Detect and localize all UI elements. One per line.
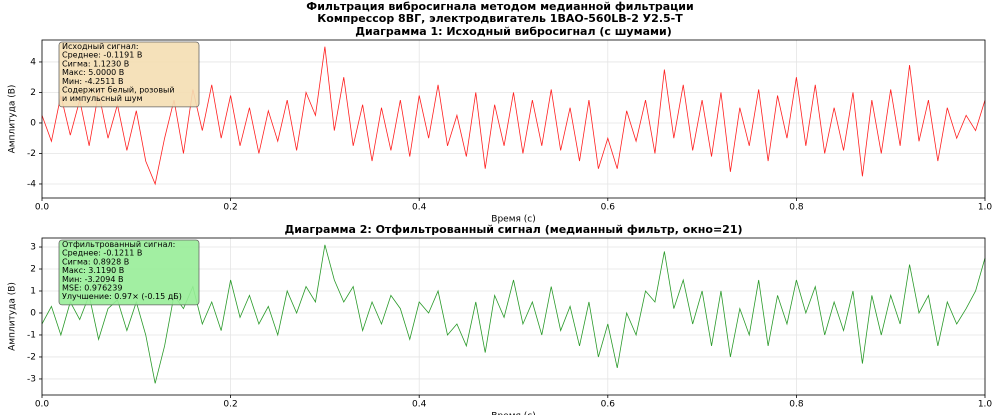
suptitle: Компрессор 8ВГ, электродвигатель 1ВАО-56… [317,12,683,25]
annotation-bg [58,41,200,108]
y-tick-label: -2 [27,352,36,362]
y-tick-label: 4 [30,57,36,67]
y-tick-label: 2 [30,88,36,98]
annotation-line: Мин: -4.2511 В [62,77,123,86]
plot-frame [41,39,986,199]
x-tick-label: 0.6 [601,203,616,213]
signal-line [41,46,986,186]
x-tick-label: 0.4 [412,203,427,213]
y-tick-label: 0 [30,308,36,318]
annotation-line: Улучшение: 0.97× (-0.15 дБ) [62,292,182,301]
annotation-line: Среднее: -0.1191 В [62,51,142,60]
annotation-line: Сигма: 0.8928 В [62,257,129,266]
annotation-line: Среднее: -0.1211 В [62,249,142,258]
chart-title: Диаграмма 2: Отфильтрованный сигнал (мед… [284,223,742,236]
x-tick-label: 1.0 [978,400,993,410]
x-tick-label: 0.0 [35,203,50,213]
annotation-line: Мин: -3.2094 В [62,275,123,284]
x-tick-label: 1.0 [978,203,993,213]
annotation-line: Исходный сигнал: [62,42,139,51]
y-tick-label: -1 [27,330,36,340]
annotation-box: Исходный сигнал:Среднее: -0.1191 ВСигма:… [58,41,200,108]
y-tick-label: 2 [30,265,36,275]
annotation-line: Макс: 3.1190 В [62,266,124,275]
plot-frame [41,237,986,396]
annotation-line: Отфильтрованный сигнал: [62,240,175,249]
x-tick-label: 0.6 [601,400,616,410]
x-tick-label: 0.8 [789,203,804,213]
y-tick-label: -2 [27,149,36,159]
chart-title: Диаграмма 1: Исходный вибросигнал (с шум… [355,25,671,38]
x-tick-label: 0.0 [35,400,50,410]
x-tick-label: 0.2 [223,203,237,213]
annotation-line: и импульсный шум [62,94,143,103]
y-tick-label: -4 [27,179,36,189]
y-tick-label: 0 [30,118,36,128]
x-tick-label: 0.4 [412,400,427,410]
x-axis-label: Время (с) [491,412,535,415]
annotation-line: MSE: 0.976239 [62,284,122,293]
y-tick-label: 1 [30,286,36,296]
y-tick-label: 3 [30,243,36,253]
annotation-line: Макс: 5.0000 В [62,68,124,77]
annotation-line: Содержит белый, розовый [62,86,175,95]
y-tick-label: -3 [27,374,36,384]
annotation-box: Отфильтрованный сигнал:Среднее: -0.1211 … [58,239,200,306]
suptitle: Фильтрация вибросигнала методом медианно… [306,0,693,13]
annotation-bg [58,239,200,306]
y-axis-label: Амплитуда (В) [8,85,18,154]
signal-line [41,244,986,384]
x-tick-label: 0.2 [223,400,237,410]
x-axis-label: Время (с) [491,215,535,225]
annotation-line: Сигма: 1.1230 В [62,59,129,68]
y-axis-label: Амплитуда (В) [8,282,18,351]
x-tick-label: 0.8 [789,400,804,410]
